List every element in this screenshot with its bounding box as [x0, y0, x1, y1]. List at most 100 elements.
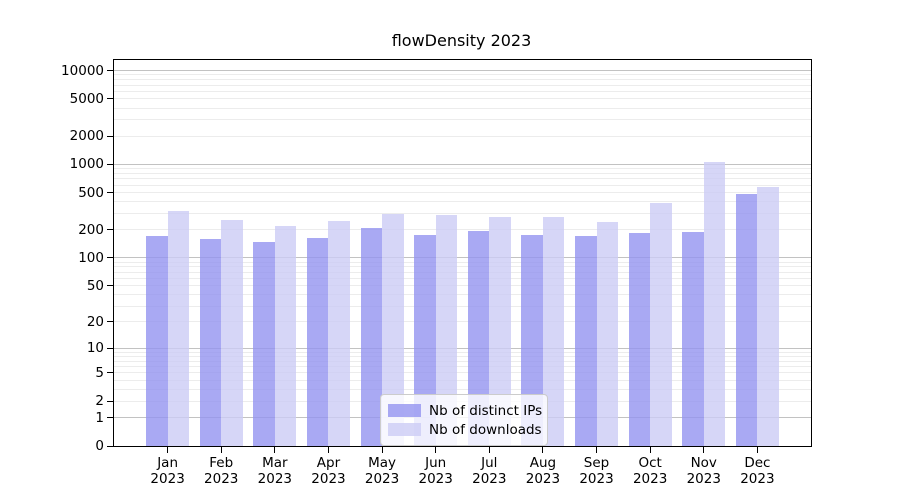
bar-jan-ips [146, 236, 168, 446]
x-tick-label-jul: Jul 2023 [457, 455, 521, 487]
y-tick-label-500: 500 [78, 184, 104, 201]
x-tick-label-oct: Oct 2023 [618, 455, 682, 487]
x-tick-year: 2023 [150, 471, 185, 487]
x-tick-label-nov: Nov 2023 [672, 455, 736, 487]
bar-aug-downloads [542, 217, 565, 446]
x-tick-mar [274, 447, 276, 453]
y-tick-5000 [107, 98, 113, 100]
gridline-4000 [114, 107, 811, 109]
gridline-5 [114, 372, 811, 374]
bar-dec-ips [735, 194, 758, 446]
y-tick-label-2000: 2000 [69, 128, 104, 145]
bar-feb-downloads [221, 220, 243, 446]
x-tick-year: 2023 [257, 471, 293, 487]
x-tick-label-sep: Sep 2023 [565, 455, 629, 487]
bar-aug-ips [521, 235, 543, 446]
x-tick-year: 2023 [525, 471, 561, 487]
y-tick-5 [107, 372, 113, 374]
gridline-20 [114, 321, 811, 323]
x-tick-dec [756, 447, 758, 453]
gridline-70 [114, 271, 811, 273]
x-tick-year: 2023 [579, 471, 614, 487]
gridline-9 [114, 351, 811, 353]
x-tick-year: 2023 [632, 471, 668, 487]
gridline-500 [114, 192, 811, 194]
y-tick-2 [107, 400, 113, 402]
y-tick-label-2: 2 [95, 393, 104, 410]
bar-mar-ips [253, 241, 275, 446]
legend: Nb of distinct IPs Nb of downloads [380, 394, 548, 446]
x-tick-jun [435, 447, 437, 453]
y-tick-label-0: 0 [95, 438, 104, 454]
legend-swatch-downloads [388, 423, 421, 436]
plot-area: 0 1 2 5 10 20 50 100 200 500 1000 2000 5000 10000 Jan 2… [61, 59, 812, 487]
legend-label-ips: Nb of distinct IPs [429, 402, 543, 419]
bar-sep-downloads [596, 221, 618, 446]
gridline-3 [114, 389, 811, 390]
gridline-80 [114, 266, 811, 268]
gridline-7000 [114, 84, 811, 86]
y-tick-1 [107, 417, 113, 419]
legend-row-0: Nb of distinct IPs [388, 401, 547, 420]
gridline-5000 [114, 98, 811, 100]
gridline-100 [114, 257, 811, 259]
bar-mar-downloads [274, 225, 297, 446]
x-tick-label-jan: Jan 2023 [136, 455, 200, 487]
x-tick-month: Jul [481, 455, 498, 471]
gridline-90 [114, 261, 811, 263]
y-tick-1000 [107, 163, 113, 165]
x-tick-month: Mar [262, 455, 288, 471]
gridline-8000 [114, 79, 811, 81]
gridline-2000 [114, 135, 811, 137]
x-tick-apr [327, 447, 329, 453]
x-tick-month: Apr [316, 455, 341, 471]
y-tick-10000 [107, 70, 113, 72]
gridline-30 [114, 305, 811, 307]
bar-jul-ips [467, 230, 490, 446]
y-tick-200 [107, 229, 113, 231]
bar-oct-downloads [650, 202, 672, 446]
x-tick-year: 2023 [686, 471, 721, 487]
x-tick-month: Feb [209, 455, 234, 471]
x-tick-label-feb: Feb 2023 [189, 455, 253, 487]
x-tick-aug [542, 447, 544, 453]
x-tick-may [381, 447, 383, 453]
x-tick-label-jun: Jun 2023 [404, 455, 468, 487]
x-tick-label-apr: Apr 2023 [296, 455, 360, 487]
x-tick-month: May [368, 455, 397, 471]
gridline-400 [114, 201, 811, 203]
x-tick-month: Dec [744, 455, 771, 471]
gridline-800 [114, 173, 811, 175]
x-tick-year: 2023 [364, 471, 400, 487]
y-tick-label-10000: 10000 [61, 62, 104, 79]
x-tick-month: Sep [583, 455, 610, 471]
bar-nov-downloads [703, 162, 726, 446]
y-tick-100 [107, 257, 113, 259]
y-tick-label-10: 10 [86, 340, 104, 357]
y-tick-label-20: 20 [86, 313, 104, 330]
y-tick-500 [107, 192, 113, 194]
gridline-200 [114, 229, 811, 231]
y-tick-2000 [107, 135, 113, 137]
chart-title: flowDensity 2023 [391, 31, 532, 50]
x-tick-label-aug: Aug 2023 [511, 455, 575, 487]
gridline-700 [114, 178, 811, 180]
x-tick-year: 2023 [418, 471, 453, 487]
bar-oct-ips [628, 232, 651, 446]
bar-sep-ips [575, 236, 597, 446]
legend-swatch-ips [388, 404, 421, 417]
bar-apr-downloads [328, 220, 350, 446]
bar-jun-ips [414, 235, 436, 446]
x-tick-nov [703, 447, 705, 453]
x-tick-label-dec: Dec 2023 [725, 455, 789, 487]
gridline-7 [114, 360, 811, 362]
gridline-9000 [114, 74, 811, 76]
x-tick-jan [167, 447, 169, 453]
x-tick-year: 2023 [311, 471, 346, 487]
x-tick-label-mar: Mar 2023 [243, 455, 307, 487]
x-tick-month: Nov [690, 455, 717, 471]
gridline-50 [114, 285, 811, 287]
bar-nov-ips [682, 231, 704, 446]
y-tick-label-100: 100 [78, 249, 104, 266]
y-tick-10 [107, 347, 113, 349]
